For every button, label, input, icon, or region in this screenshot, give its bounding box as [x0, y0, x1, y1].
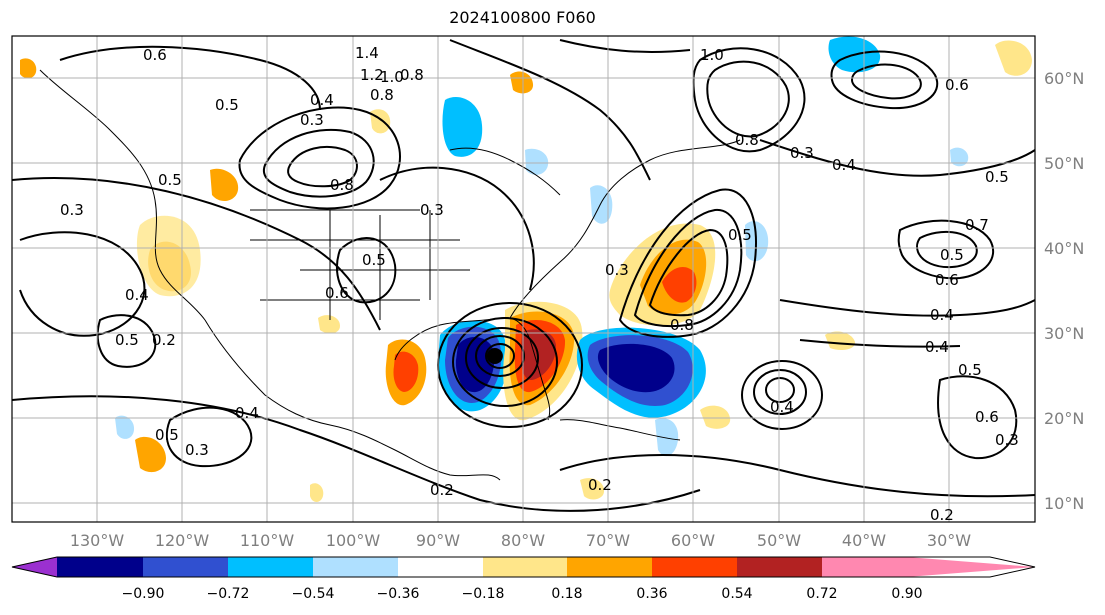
lat-tick-label: 40°N — [1044, 239, 1084, 258]
colorbar-segment — [398, 557, 483, 577]
contour-label: 0.8 — [735, 131, 759, 149]
contour-label: 1.0 — [700, 46, 724, 64]
colorbar-extend-max — [907, 557, 1035, 577]
lon-tick-label: 90°W — [416, 531, 460, 550]
contour-label: 0.5 — [115, 331, 139, 349]
contour-label: 0.3 — [995, 431, 1019, 449]
lat-tick-label: 30°N — [1044, 324, 1084, 343]
colorbar-segment — [143, 557, 228, 577]
lat-tick-label: 10°N — [1044, 494, 1084, 513]
colorbar-segment — [822, 557, 907, 577]
contour-label: 0.4 — [925, 338, 949, 356]
lat-tick-label: 20°N — [1044, 409, 1084, 428]
colorbar-segment — [228, 557, 313, 577]
contour-label: 1.2 — [360, 66, 384, 84]
plot-frame — [11, 35, 1036, 523]
contour-label: 0.2 — [152, 331, 176, 349]
contour-label: 1.4 — [355, 44, 379, 62]
contour-label: 0.3 — [420, 201, 444, 219]
gridlines — [12, 36, 1035, 522]
contour-label: 0.7 — [965, 216, 989, 234]
contour-label: 0.4 — [310, 91, 334, 109]
contour-label: 0.5 — [215, 96, 239, 114]
coastlines — [39, 69, 741, 481]
colorbar-tick-label: −0.72 — [207, 586, 250, 602]
contour-label: 0.8 — [400, 66, 424, 84]
colorbar-tick-label: 0.18 — [551, 586, 582, 602]
contour-label-group: 0.6 1.4 1.2 1.0 0.8 0.5 0.3 0.4 0.5 0.8 … — [60, 44, 1019, 524]
colorbar-segment — [652, 557, 737, 577]
colorbar-segment — [483, 557, 567, 577]
contour-label: 0.4 — [125, 286, 149, 304]
colorbar-tick-label: 0.54 — [721, 586, 752, 602]
contour-label: 0.8 — [370, 86, 394, 104]
contour-label: 0.6 — [945, 76, 969, 94]
lon-tick-label: 70°W — [586, 531, 630, 550]
storm-center-marker — [486, 347, 503, 364]
longitude-ticks: 130°W 120°W 110°W 100°W 90°W 80°W 70°W 6… — [70, 531, 971, 550]
contour-label: 0.3 — [60, 201, 84, 219]
contour-label: 0.6 — [325, 284, 349, 302]
contour-label: 0.4 — [235, 404, 259, 422]
contour-label: 0.6 — [975, 408, 999, 426]
contour-label: 0.8 — [670, 316, 694, 334]
colorbar-segment — [737, 557, 822, 577]
contour-label: 0.5 — [958, 361, 982, 379]
lon-tick-label: 120°W — [155, 531, 210, 550]
contour-label: 0.5 — [155, 426, 179, 444]
lon-tick-label: 40°W — [842, 531, 886, 550]
contour-label: 0.6 — [935, 271, 959, 289]
lon-tick-label: 50°W — [757, 531, 801, 550]
contour-label: 0.2 — [930, 506, 954, 524]
contour-label: 0.3 — [790, 144, 814, 162]
colorbar-outline — [11, 556, 1036, 578]
contour-label: 0.3 — [185, 441, 209, 459]
contour-label: 0.6 — [143, 46, 167, 64]
colorbar-tick-label: 0.36 — [636, 586, 667, 602]
lon-tick-label: 80°W — [501, 531, 545, 550]
contour-label: 0.4 — [832, 156, 856, 174]
colorbar-tick-label: 0.72 — [806, 586, 837, 602]
lon-tick-label: 110°W — [240, 531, 295, 550]
colorbar: −0.90 −0.72 −0.54 −0.36 −0.18 0.18 0.36 … — [11, 556, 1036, 602]
contour-label: 1.0 — [380, 68, 404, 86]
lon-tick-label: 130°W — [70, 531, 125, 550]
contour-label: 0.4 — [930, 306, 954, 324]
colorbar-extend-min — [12, 557, 57, 577]
contour-label: 0.3 — [605, 261, 629, 279]
contour-label: 0.4 — [770, 398, 794, 416]
contour-label: 0.3 — [300, 111, 324, 129]
lat-tick-label: 60°N — [1044, 69, 1084, 88]
colorbar-tick-label: −0.90 — [122, 586, 165, 602]
colorbar-tick-label: −0.54 — [292, 586, 335, 602]
contour-label: 0.5 — [985, 168, 1009, 186]
contour-label: 0.8 — [330, 176, 354, 194]
contour-label: 0.2 — [588, 476, 612, 494]
lon-tick-label: 30°W — [927, 531, 971, 550]
colorbar-segment — [567, 557, 652, 577]
colorbar-segment — [57, 557, 143, 577]
contour-lines — [12, 39, 1035, 512]
lon-tick-label: 100°W — [326, 531, 381, 550]
map-title: 2024100800 F060 — [449, 8, 596, 27]
colorbar-tick-label: −0.18 — [462, 586, 505, 602]
latitude-ticks: 60°N 50°N 40°N 30°N 20°N 10°N — [1044, 69, 1084, 513]
contour-label: 0.2 — [430, 481, 454, 499]
contour-label: 0.5 — [940, 246, 964, 264]
colorbar-tick-label: −0.36 — [377, 586, 420, 602]
colorbar-tick-label: 0.90 — [891, 586, 922, 602]
colorbar-segment — [313, 557, 398, 577]
contour-label: 0.5 — [362, 251, 386, 269]
lat-tick-label: 50°N — [1044, 154, 1084, 173]
contour-label: 0.5 — [728, 226, 752, 244]
lon-tick-label: 60°W — [671, 531, 715, 550]
contour-label: 0.5 — [158, 171, 182, 189]
